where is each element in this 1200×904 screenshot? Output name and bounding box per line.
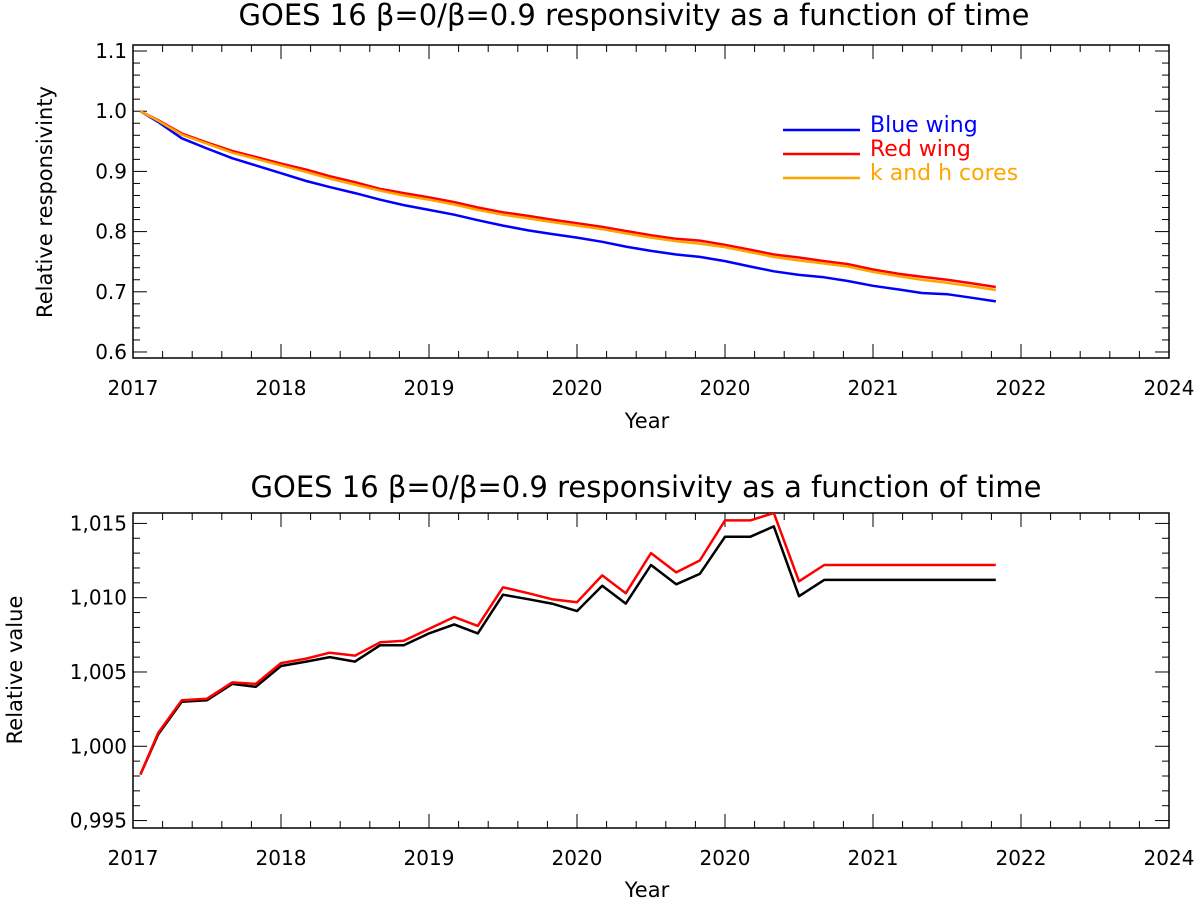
x-tick-label: 2020 [700, 376, 751, 400]
x-tick-label: 2021 [848, 846, 899, 870]
top-chart: GOES 16 β=0/β=0.9 responsivity as a func… [33, 0, 1194, 433]
y-tick-label: 1,010 [70, 586, 127, 610]
bottom-chart-title: GOES 16 β=0/β=0.9 responsivity as a func… [251, 470, 1042, 504]
legend-label: Red wing [870, 137, 971, 162]
y-tick-label: 0.9 [95, 159, 127, 183]
x-tick-label: 2024 [1144, 376, 1195, 400]
x-tick-label: 2019 [404, 376, 455, 400]
y-tick-label: 1.1 [95, 39, 127, 63]
y-tick-label: 0,995 [70, 809, 127, 833]
x-tick-label: 2020 [552, 846, 603, 870]
y-tick-label: 1,005 [70, 660, 127, 684]
x-tick-label: 2022 [996, 376, 1047, 400]
y-tick-label: 1.0 [95, 99, 127, 123]
bottom-chart: GOES 16 β=0/β=0.9 responsivity as a func… [3, 470, 1194, 902]
series-line-red-curve [139, 513, 996, 775]
y-tick-label: 1,015 [70, 511, 127, 535]
x-tick-label: 2017 [108, 376, 159, 400]
top-chart-series [139, 110, 996, 303]
y-tick-label: 0.8 [95, 220, 127, 244]
bottom-chart-ylabel: Relative value [3, 596, 27, 745]
x-tick-label: 2024 [1144, 846, 1195, 870]
y-tick-label: 0.6 [95, 340, 127, 364]
top-chart-title: GOES 16 β=0/β=0.9 responsivity as a func… [239, 0, 1030, 32]
bottom-chart-series [139, 513, 996, 776]
series-line-k-and-h-cores [139, 110, 996, 292]
x-tick-label: 2022 [996, 846, 1047, 870]
bottom-chart-xlabel: Year [624, 878, 670, 902]
y-tick-label: 0.7 [95, 280, 127, 304]
x-tick-label: 2017 [108, 846, 159, 870]
y-tick-label: 1,000 [70, 734, 127, 758]
top-chart-xlabel: Year [624, 409, 670, 433]
series-line-red-wing [139, 110, 996, 289]
x-tick-label: 2019 [404, 846, 455, 870]
bottom-chart-ticks [132, 513, 1170, 828]
legend-label: Blue wing [870, 113, 978, 138]
top-plot-frame [132, 44, 1170, 359]
series-line-blue-wing [139, 110, 996, 303]
legend-label: k and h cores [870, 161, 1018, 186]
x-tick-label: 2018 [256, 376, 307, 400]
x-tick-label: 2020 [552, 376, 603, 400]
top-chart-ylabel: Relative responsivinty [33, 86, 57, 318]
series-line-black-curve [139, 525, 996, 776]
x-tick-label: 2021 [848, 376, 899, 400]
top-chart-ticks [132, 45, 1170, 358]
top-chart-tick-labels: 2017 2018 2019 2020 2020 2021 2022 2024 0.6 0.7 0.… [95, 39, 1194, 400]
x-tick-label: 2020 [700, 846, 751, 870]
x-tick-label: 2018 [256, 846, 307, 870]
bottom-chart-tick-labels: 2017 2018 2019 2020 2020 2021 2022 2024 0,995 1,0… [70, 511, 1195, 870]
bottom-plot-frame [132, 512, 1170, 829]
